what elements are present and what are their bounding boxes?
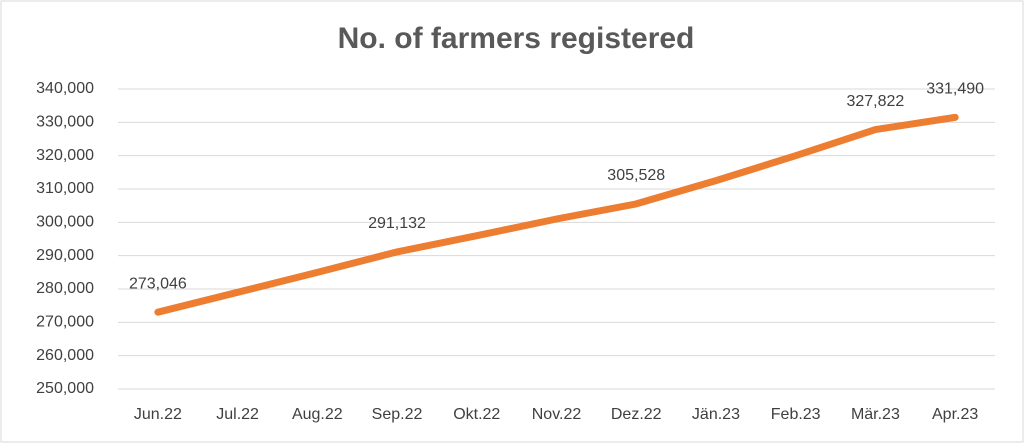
y-tick-label: 290,000 [36, 247, 94, 264]
y-tick-label: 260,000 [36, 347, 94, 364]
y-tick-label: 310,000 [36, 180, 94, 197]
x-tick-label: Okt.22 [453, 406, 500, 423]
y-tick-label: 300,000 [36, 214, 94, 231]
data-label: 273,046 [129, 275, 187, 292]
data-label: 291,132 [368, 215, 426, 232]
x-tick-label: Nov.22 [532, 406, 582, 423]
x-tick-label: Jän.23 [692, 406, 740, 423]
x-tick-label: Dez.22 [611, 406, 662, 423]
x-tick-label: Feb.23 [771, 406, 821, 423]
x-tick-label: Mär.23 [851, 406, 900, 423]
y-tick-label: 340,000 [36, 80, 94, 97]
data-label: 327,822 [846, 93, 904, 110]
x-tick-label: Aug.22 [292, 406, 343, 423]
x-tick-label: Jul.22 [216, 406, 259, 423]
y-tick-label: 320,000 [36, 147, 94, 164]
y-tick-label: 270,000 [36, 314, 94, 331]
data-label: 305,528 [607, 167, 665, 184]
x-tick-label: Sep.22 [372, 406, 423, 423]
data-label: 331,490 [926, 81, 984, 98]
chart-title: No. of farmers registered [338, 22, 695, 55]
x-tick-label: Jun.22 [134, 406, 182, 423]
x-tick-label: Apr.23 [932, 406, 978, 423]
y-tick-label: 330,000 [36, 114, 94, 131]
line [154, 113, 959, 316]
y-tick-label: 250,000 [36, 380, 94, 397]
y-tick-label: 280,000 [36, 280, 94, 297]
